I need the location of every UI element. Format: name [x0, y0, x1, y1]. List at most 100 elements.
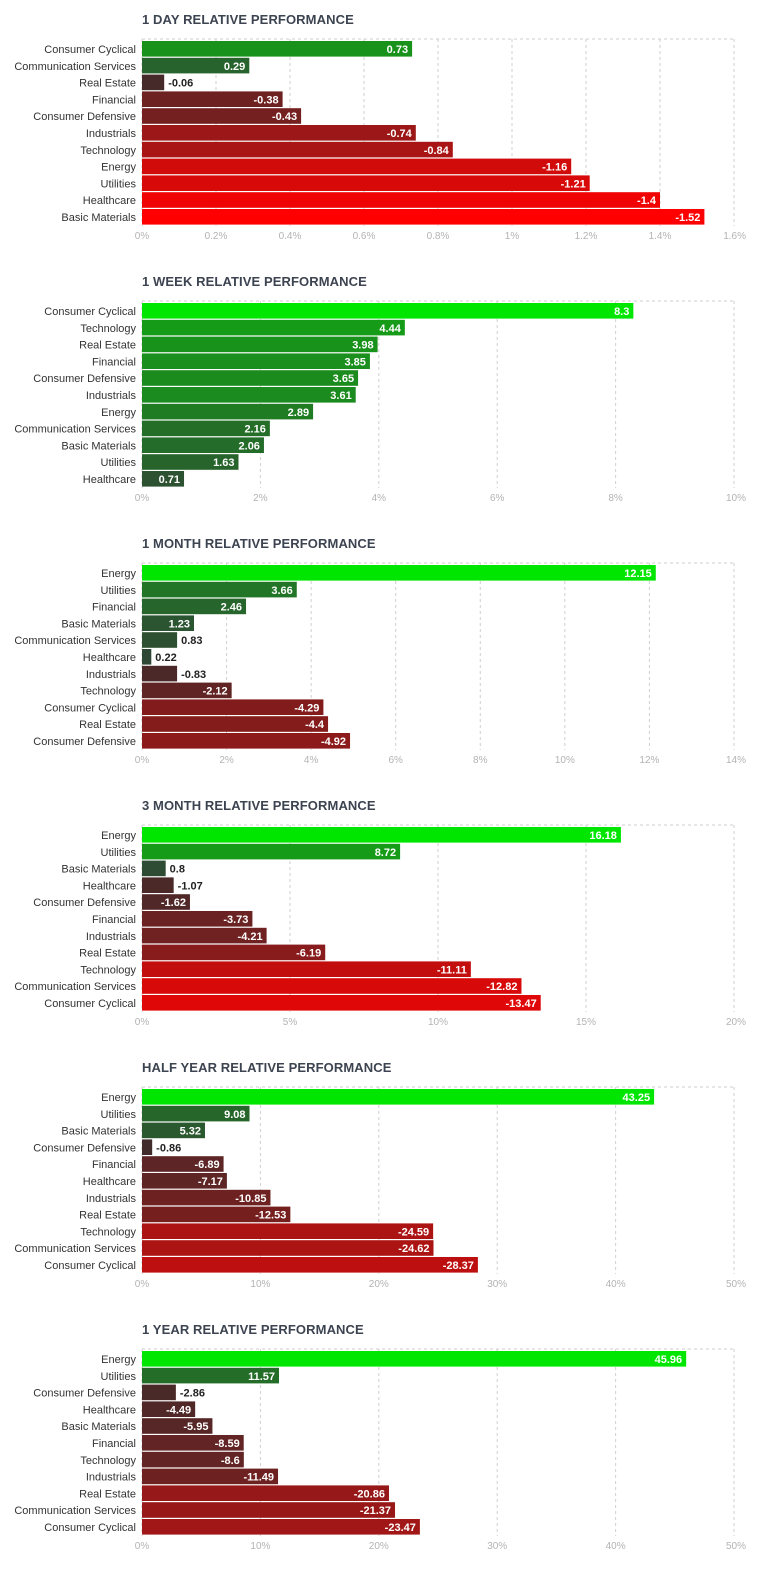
bar[interactable] — [142, 1351, 686, 1367]
category-label: Consumer Cyclical — [44, 1260, 136, 1272]
category-label: Industrials — [86, 390, 137, 402]
category-label: Financial — [92, 1159, 136, 1171]
category-label: Healthcare — [83, 1176, 136, 1188]
bar[interactable] — [142, 303, 633, 319]
bar[interactable] — [142, 666, 177, 682]
bar[interactable] — [142, 1223, 433, 1239]
bar[interactable] — [142, 209, 704, 225]
bar[interactable] — [142, 337, 378, 353]
category-label: Technology — [80, 686, 136, 698]
value-label: -24.59 — [398, 1226, 429, 1238]
bar-chart: 0% 2% 4% 6% 8% 10%Consumer Cyclical 8.3Technol… — [0, 262, 777, 524]
category-label: Basic Materials — [61, 1421, 136, 1433]
category-label: Industrials — [86, 1193, 137, 1205]
value-label: -5.95 — [183, 1421, 208, 1433]
x-tick-label: 0.4% — [279, 231, 302, 242]
value-label: -1.07 — [178, 880, 203, 892]
bar[interactable] — [142, 1385, 176, 1401]
x-tick-label: 1% — [505, 231, 520, 242]
bar[interactable] — [142, 75, 164, 91]
bar[interactable] — [142, 125, 416, 141]
bar[interactable] — [142, 1519, 420, 1535]
value-label: -2.86 — [180, 1388, 205, 1400]
bar[interactable] — [142, 961, 471, 977]
category-label: Energy — [101, 407, 136, 419]
bar[interactable] — [142, 41, 412, 57]
x-tick-label: 1.6% — [723, 231, 746, 242]
category-label: Technology — [80, 1226, 136, 1238]
category-label: Real Estate — [79, 1488, 136, 1500]
category-label: Consumer Cyclical — [44, 1522, 136, 1534]
x-tick-label: 10% — [726, 493, 746, 504]
bar[interactable] — [142, 978, 521, 994]
bar[interactable] — [142, 1139, 152, 1155]
chart-panel: 1 YEAR RELATIVE PERFORMANCE 0% 10% 20% 30% 40… — [0, 1310, 777, 1572]
value-label: 43.25 — [623, 1092, 651, 1104]
bar[interactable] — [142, 861, 166, 877]
value-label: -2.12 — [203, 686, 228, 698]
category-label: Consumer Cyclical — [44, 998, 136, 1010]
bar[interactable] — [142, 159, 571, 175]
bar[interactable] — [142, 320, 405, 336]
bar[interactable] — [142, 733, 350, 749]
bar[interactable] — [142, 192, 660, 208]
value-label: -4.4 — [305, 719, 325, 731]
bar[interactable] — [142, 1257, 478, 1273]
bar[interactable] — [142, 353, 370, 369]
value-label: 2.16 — [244, 424, 265, 436]
value-label: -1.4 — [637, 195, 657, 207]
value-label: -0.74 — [387, 128, 413, 140]
value-label: -7.17 — [198, 1176, 223, 1188]
bar-chart: 0% 5% 10% 15% 20%Energy 16.18Utilities 8.72Bas… — [0, 786, 777, 1048]
bar[interactable] — [142, 877, 174, 893]
chart-panel: HALF YEAR RELATIVE PERFORMANCE 0% 10% 20% 30… — [0, 1048, 777, 1310]
category-label: Technology — [80, 964, 136, 976]
x-tick-label: 50% — [726, 1541, 746, 1552]
value-label: -11.49 — [243, 1472, 274, 1484]
bar[interactable] — [142, 632, 177, 648]
bar[interactable] — [142, 175, 590, 191]
bar[interactable] — [142, 995, 541, 1011]
x-tick-label: 6% — [388, 755, 403, 766]
x-tick-label: 0% — [135, 1279, 150, 1290]
x-tick-label: 0% — [135, 755, 150, 766]
x-tick-label: 0.6% — [353, 231, 376, 242]
category-label: Basic Materials — [61, 212, 136, 224]
x-tick-label: 20% — [369, 1279, 389, 1290]
x-tick-label: 2% — [253, 493, 268, 504]
bar[interactable] — [142, 142, 453, 158]
bar[interactable] — [142, 649, 151, 665]
category-label: Technology — [80, 145, 136, 157]
category-label: Consumer Defensive — [33, 111, 136, 123]
x-tick-label: 10% — [555, 755, 575, 766]
value-label: 3.66 — [271, 585, 292, 597]
category-label: Industrials — [86, 1472, 137, 1484]
value-label: 8.3 — [614, 306, 629, 318]
category-label: Real Estate — [79, 719, 136, 731]
x-tick-label: 30% — [487, 1541, 507, 1552]
x-tick-label: 0% — [135, 231, 150, 242]
value-label: 0.22 — [155, 652, 176, 664]
x-tick-label: 4% — [372, 493, 387, 504]
bar[interactable] — [142, 1502, 395, 1518]
bar[interactable] — [142, 716, 328, 732]
bar[interactable] — [142, 1485, 389, 1501]
value-label: -4.29 — [294, 702, 319, 714]
value-label: 3.85 — [344, 356, 365, 368]
value-label: 0.71 — [159, 474, 180, 486]
category-label: Healthcare — [83, 195, 136, 207]
category-label: Real Estate — [79, 78, 136, 90]
category-label: Basic Materials — [61, 618, 136, 630]
bar[interactable] — [142, 565, 656, 581]
value-label: -21.37 — [360, 1505, 391, 1517]
bar[interactable] — [142, 844, 400, 860]
value-label: -0.83 — [181, 669, 206, 681]
bar[interactable] — [142, 1089, 654, 1105]
category-label: Communication Services — [14, 61, 136, 73]
value-label: -0.43 — [272, 111, 297, 123]
bar[interactable] — [142, 387, 356, 403]
bar[interactable] — [142, 827, 621, 843]
bar[interactable] — [142, 1240, 434, 1256]
value-label: -6.89 — [194, 1159, 219, 1171]
bar[interactable] — [142, 370, 358, 386]
